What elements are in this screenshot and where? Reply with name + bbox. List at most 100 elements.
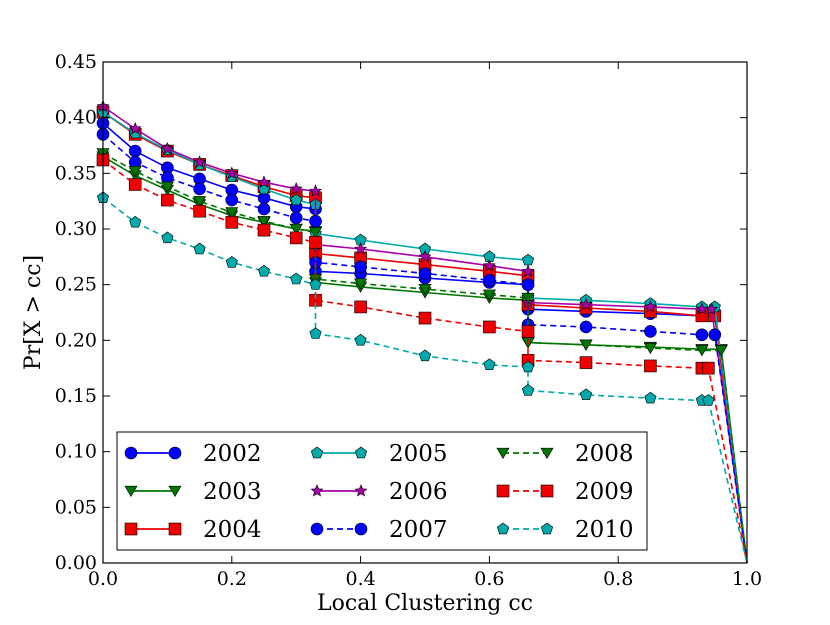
data-point-2009 bbox=[225, 216, 239, 229]
y-tick-label: 0.30 bbox=[55, 218, 97, 240]
series-2007 bbox=[96, 128, 748, 564]
data-point-2006 bbox=[643, 300, 657, 313]
legend-marker-2004 bbox=[168, 522, 182, 536]
legend-label-2004: 2004 bbox=[203, 517, 262, 543]
x-tick-label: 0.4 bbox=[345, 568, 375, 590]
data-point-2006 bbox=[257, 175, 271, 188]
y-tick-label: 0.45 bbox=[55, 51, 97, 73]
data-point-2010 bbox=[161, 231, 174, 244]
y-tick-label: 0.00 bbox=[55, 552, 97, 574]
data-point-2010 bbox=[521, 360, 535, 373]
legend-marker-2002 bbox=[168, 446, 182, 460]
data-point-2009 bbox=[702, 361, 715, 375]
data-point-2007 bbox=[695, 328, 709, 342]
data-point-2009 bbox=[289, 231, 303, 245]
data-point-2009 bbox=[579, 356, 593, 369]
data-point-2010 bbox=[225, 256, 238, 268]
data-point-2006 bbox=[482, 258, 496, 272]
data-point-2008 bbox=[695, 345, 709, 357]
data-point-2007 bbox=[354, 260, 367, 274]
data-point-2008 bbox=[579, 339, 593, 351]
y-axis-title: Pr[X > cc] bbox=[21, 255, 46, 370]
series-layer bbox=[96, 99, 748, 564]
data-point-2007 bbox=[257, 202, 271, 216]
data-point-2006 bbox=[289, 182, 303, 195]
legend-marker-2009 bbox=[540, 484, 554, 498]
data-point-2008 bbox=[193, 196, 207, 208]
y-tick-label: 0.15 bbox=[55, 385, 97, 407]
data-point-2010 bbox=[644, 391, 657, 404]
data-point-2009 bbox=[161, 193, 174, 207]
plot-frame bbox=[102, 61, 748, 564]
data-point-2008 bbox=[225, 207, 239, 219]
legend-label-2002: 2002 bbox=[203, 441, 262, 467]
legend: 2002 2003 2004 2005 2006 2007 2008 2009 2010 bbox=[116, 431, 648, 551]
legend-marker-2006 bbox=[310, 484, 324, 497]
y-tick-label: 0.40 bbox=[55, 107, 97, 129]
legend-marker-2010 bbox=[496, 522, 510, 535]
data-point-2006 bbox=[225, 166, 239, 179]
data-point-2006 bbox=[418, 250, 432, 263]
data-point-2006 bbox=[160, 142, 174, 155]
legend-marker-2008 bbox=[540, 447, 554, 459]
legend-marker-2008 bbox=[496, 447, 510, 459]
data-point-2010 bbox=[579, 388, 593, 401]
data-point-2008 bbox=[128, 166, 142, 178]
legend-marker-2004 bbox=[124, 522, 138, 536]
data-point-2009 bbox=[521, 325, 535, 338]
data-point-2007 bbox=[193, 182, 206, 196]
x-tick-label: 0.0 bbox=[88, 568, 118, 590]
data-point-2010 bbox=[354, 333, 367, 346]
data-point-2006 bbox=[705, 302, 719, 315]
data-point-2008 bbox=[418, 284, 432, 296]
legend-label-2009: 2009 bbox=[575, 479, 634, 505]
data-point-2009 bbox=[309, 236, 322, 249]
data-point-2009 bbox=[418, 311, 432, 325]
data-point-2010 bbox=[309, 278, 322, 290]
data-point-2008 bbox=[714, 345, 728, 357]
data-point-2006 bbox=[309, 184, 322, 197]
legend-box bbox=[116, 431, 648, 551]
legend-marker-2003 bbox=[124, 485, 138, 497]
data-point-2006 bbox=[521, 264, 535, 277]
data-point-2009 bbox=[257, 223, 271, 237]
data-point-2010 bbox=[702, 394, 715, 406]
data-point-2010 bbox=[290, 272, 303, 285]
data-point-2002 bbox=[128, 144, 142, 158]
data-point-2007 bbox=[309, 214, 322, 228]
y-tick-label: 0.25 bbox=[55, 274, 97, 296]
data-point-2010 bbox=[483, 358, 496, 371]
data-point-2007 bbox=[483, 273, 496, 287]
data-point-2010 bbox=[309, 327, 322, 339]
series-2010 bbox=[96, 191, 748, 564]
x-tick-label: 0.2 bbox=[217, 568, 247, 590]
ticks-layer: 0.0 0.2 0.4 0.6 0.8 1.0 0.00 0.05 0.10 0.15 0.20 0.… bbox=[55, 51, 762, 590]
legend-label-2010: 2010 bbox=[575, 517, 634, 543]
data-point-2007 bbox=[418, 267, 432, 280]
data-point-2010 bbox=[418, 349, 432, 362]
data-point-2007 bbox=[521, 278, 535, 291]
data-point-2007 bbox=[289, 211, 303, 225]
data-point-2008 bbox=[289, 223, 303, 235]
x-tick-label: 0.8 bbox=[603, 568, 633, 590]
data-point-2007 bbox=[225, 193, 239, 207]
data-point-2006 bbox=[128, 122, 142, 135]
legend-label-2008: 2008 bbox=[575, 441, 634, 467]
series-2008 bbox=[96, 148, 748, 564]
data-point-2010 bbox=[129, 215, 142, 228]
data-point-2008 bbox=[482, 289, 496, 301]
data-point-2008 bbox=[354, 278, 368, 290]
legend-marker-2002 bbox=[124, 446, 138, 460]
data-point-2006 bbox=[354, 242, 368, 255]
data-point-2008 bbox=[521, 292, 535, 305]
legend-marker-2007 bbox=[354, 522, 368, 536]
data-point-2007 bbox=[644, 325, 657, 338]
data-point-2006 bbox=[193, 155, 207, 168]
legend-label-2006: 2006 bbox=[389, 479, 448, 505]
data-point-2009 bbox=[644, 359, 657, 373]
data-point-2008 bbox=[160, 181, 174, 193]
y-tick-label: 0.35 bbox=[55, 162, 97, 184]
legend-marker-2005 bbox=[310, 446, 324, 459]
legend-marker-2006 bbox=[354, 484, 368, 497]
legend-marker-2010 bbox=[540, 522, 554, 535]
